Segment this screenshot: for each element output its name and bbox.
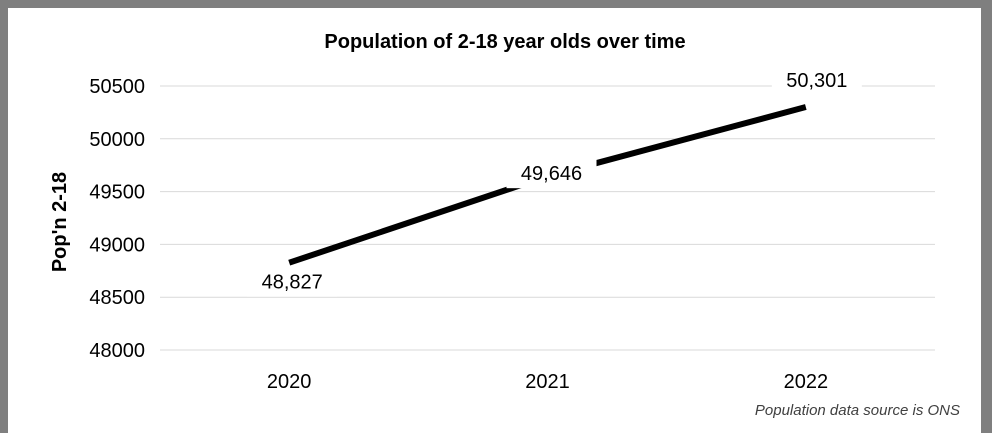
y-tick-label: 50000: [89, 129, 145, 151]
data-labels: 48,827 49,646 50,301: [247, 65, 862, 297]
data-label: 48,827: [262, 272, 323, 294]
data-label-bg: [506, 158, 597, 189]
data-label: 49,646: [521, 163, 582, 185]
y-tick-label: 48500: [89, 287, 145, 309]
x-tick-label: 2022: [784, 371, 829, 393]
y-tick-label: 49500: [89, 182, 145, 204]
y-tick-label: 48000: [89, 340, 145, 362]
data-label-bg: [771, 65, 862, 96]
chart-title: Population of 2-18 year olds over time: [324, 31, 685, 53]
y-axis-label: Pop'n 2-18: [49, 172, 71, 272]
y-tick-label: 50500: [89, 76, 145, 98]
source-note: Population data source is ONS: [755, 402, 960, 419]
x-tick-label: 2021: [525, 371, 570, 393]
y-axis-ticks: 50500 50000 49500 49000 48500 48000: [89, 76, 145, 362]
x-axis-ticks: 2020 2021 2022: [267, 371, 828, 393]
data-label-bg: [247, 266, 338, 297]
y-tick-label: 49000: [89, 234, 145, 256]
x-tick-label: 2020: [267, 371, 312, 393]
data-label: 50,301: [786, 70, 847, 92]
gridlines: [160, 85, 935, 351]
